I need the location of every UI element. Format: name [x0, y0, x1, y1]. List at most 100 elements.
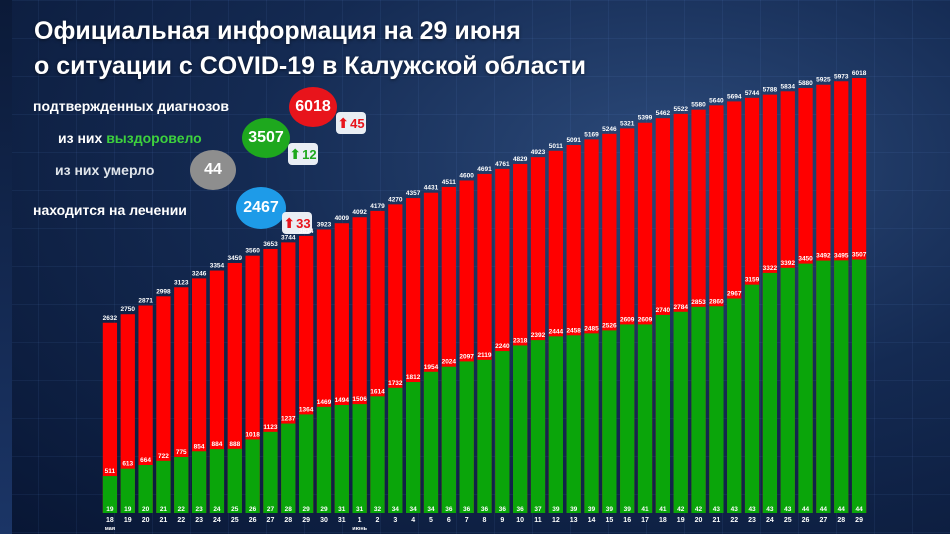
deaths-value-label: 37 — [534, 506, 542, 513]
x-tick-label: 26 — [802, 517, 810, 524]
confirmed-value-label: 2998 — [156, 288, 171, 295]
recovered-bar — [727, 298, 742, 513]
x-tick-label: 19 — [124, 517, 132, 524]
deaths-badge: 44 — [190, 150, 236, 190]
recovered-value-label: 664 — [140, 457, 151, 464]
recovered-bar — [156, 460, 171, 513]
confirmed-value-label: 4923 — [531, 149, 546, 156]
recovered-value-label: 2784 — [673, 304, 688, 311]
deaths-value-label: 20 — [142, 506, 150, 513]
x-tick-label: 23 — [195, 517, 203, 524]
confirmed-value-label: 4357 — [406, 190, 421, 197]
recovered-bar — [370, 396, 385, 513]
deaths-value-label: 34 — [410, 506, 418, 513]
recovered-value-label: 884 — [212, 441, 223, 448]
recovered-value-label: 3392 — [780, 260, 795, 267]
treatment-label: находится на лечении — [33, 202, 187, 218]
recovered-value-label: 1469 — [317, 399, 332, 406]
deaths-value-label: 39 — [624, 506, 632, 513]
x-tick-label: 19 — [677, 517, 685, 524]
recovered-bar — [602, 330, 617, 513]
recovered-label: из них выздоровело — [58, 130, 202, 146]
x-tick-label: 5 — [429, 517, 433, 524]
x-tick-label: 31 — [338, 517, 346, 524]
confirmed-value-label: 5011 — [549, 143, 563, 150]
treatment-delta: ⬆ 33 — [282, 212, 312, 234]
x-tick-label: 22 — [730, 517, 738, 524]
deaths-value-label: 32 — [374, 506, 382, 513]
confirmed-value-label: 3560 — [245, 248, 260, 255]
x-tick-label: 13 — [570, 517, 578, 524]
recovered-bar — [388, 387, 403, 513]
x-tick-label: 24 — [213, 517, 221, 524]
confirmed-value-label: 6018 — [852, 70, 867, 77]
deaths-value-label: 36 — [445, 506, 453, 513]
month-label: июнь — [352, 526, 367, 532]
confirmed-value-label: 5321 — [620, 120, 635, 127]
confirmed-value-label: 2632 — [103, 315, 118, 322]
confirmed-value-label: 4761 — [495, 161, 510, 168]
x-tick-label: 3 — [393, 517, 397, 524]
recovered-value-label: 3450 — [798, 256, 813, 263]
confirmed-value-label: 5399 — [638, 115, 653, 122]
deaths-value-label: 27 — [267, 506, 275, 513]
x-tick-label: 12 — [552, 517, 560, 524]
deaths-value-label: 31 — [356, 506, 364, 513]
page-title: Официальная информация на 29 июня о ситу… — [34, 14, 586, 84]
left-stripe — [0, 0, 12, 534]
deaths-value-label: 34 — [427, 506, 435, 513]
confirmed-value-label: 5091 — [566, 137, 581, 144]
confirmed-value-label: 4270 — [388, 196, 403, 203]
treatment-badge: 2467 — [236, 187, 286, 229]
confirmed-value-label: 4600 — [459, 172, 474, 179]
x-tick-label: 4 — [411, 517, 415, 524]
confirmed-value-label: 3459 — [228, 255, 243, 262]
confirmed-value-label: 5169 — [584, 131, 599, 138]
recovered-bar — [138, 465, 153, 513]
deaths-value-label: 43 — [784, 506, 792, 513]
deaths-value-label: 29 — [320, 506, 328, 513]
recovered-value-label: 511 — [105, 468, 116, 475]
recovered-bar — [655, 314, 671, 513]
confirmed-bar — [120, 314, 135, 513]
recovered-value-label: 3507 — [852, 252, 867, 259]
deaths-value-label: 39 — [570, 506, 578, 513]
recovered-bar — [762, 272, 778, 513]
deaths-value-label: 36 — [481, 506, 489, 513]
recovered-label-prefix: из них — [58, 130, 107, 146]
confirmed-value-label: 5640 — [709, 97, 724, 104]
deaths-value-label: 28 — [285, 506, 293, 513]
recovered-value-label: 2392 — [531, 332, 546, 339]
deaths-value-label: 42 — [695, 506, 703, 513]
x-tick-label: 11 — [534, 517, 542, 524]
x-tick-label: 7 — [465, 517, 469, 524]
deaths-value-label: 19 — [106, 506, 114, 513]
confirmed-value-label: 4009 — [335, 215, 350, 222]
confirmed-value-label: 4829 — [513, 156, 528, 163]
x-tick-label: 27 — [267, 517, 275, 524]
deaths-value-label: 42 — [677, 506, 685, 513]
recovered-value-label: 1123 — [263, 424, 277, 431]
recovered-value-label: 1732 — [388, 380, 403, 387]
x-tick-label: 14 — [588, 517, 596, 524]
deaths-value-label: 36 — [499, 506, 507, 513]
confirmed-value-label: 5788 — [763, 87, 778, 94]
x-tick-label: 21 — [712, 517, 720, 524]
recovered-value-label: 3495 — [834, 252, 849, 259]
confirmed-value-label: 5973 — [834, 73, 849, 80]
recovered-value-label: 854 — [194, 443, 205, 450]
deaths-value-label: 39 — [588, 506, 596, 513]
recovered-value-label: 3159 — [745, 277, 760, 284]
confirmed-bar — [156, 296, 171, 513]
recovered-value-label: 2740 — [656, 307, 671, 314]
x-tick-label: 8 — [483, 517, 487, 524]
recovered-value-label: 2485 — [584, 325, 599, 332]
recovered-value-label: 888 — [229, 441, 240, 448]
deaths-value-label: 34 — [392, 506, 400, 513]
deaths-value-label: 39 — [606, 506, 614, 513]
arrow-up-icon: ⬆ — [283, 214, 296, 231]
confirmed-value-label: 5462 — [656, 110, 671, 117]
x-tick-label: 15 — [605, 517, 613, 524]
recovered-bar — [477, 359, 492, 513]
deaths-value-label: 41 — [659, 506, 667, 513]
